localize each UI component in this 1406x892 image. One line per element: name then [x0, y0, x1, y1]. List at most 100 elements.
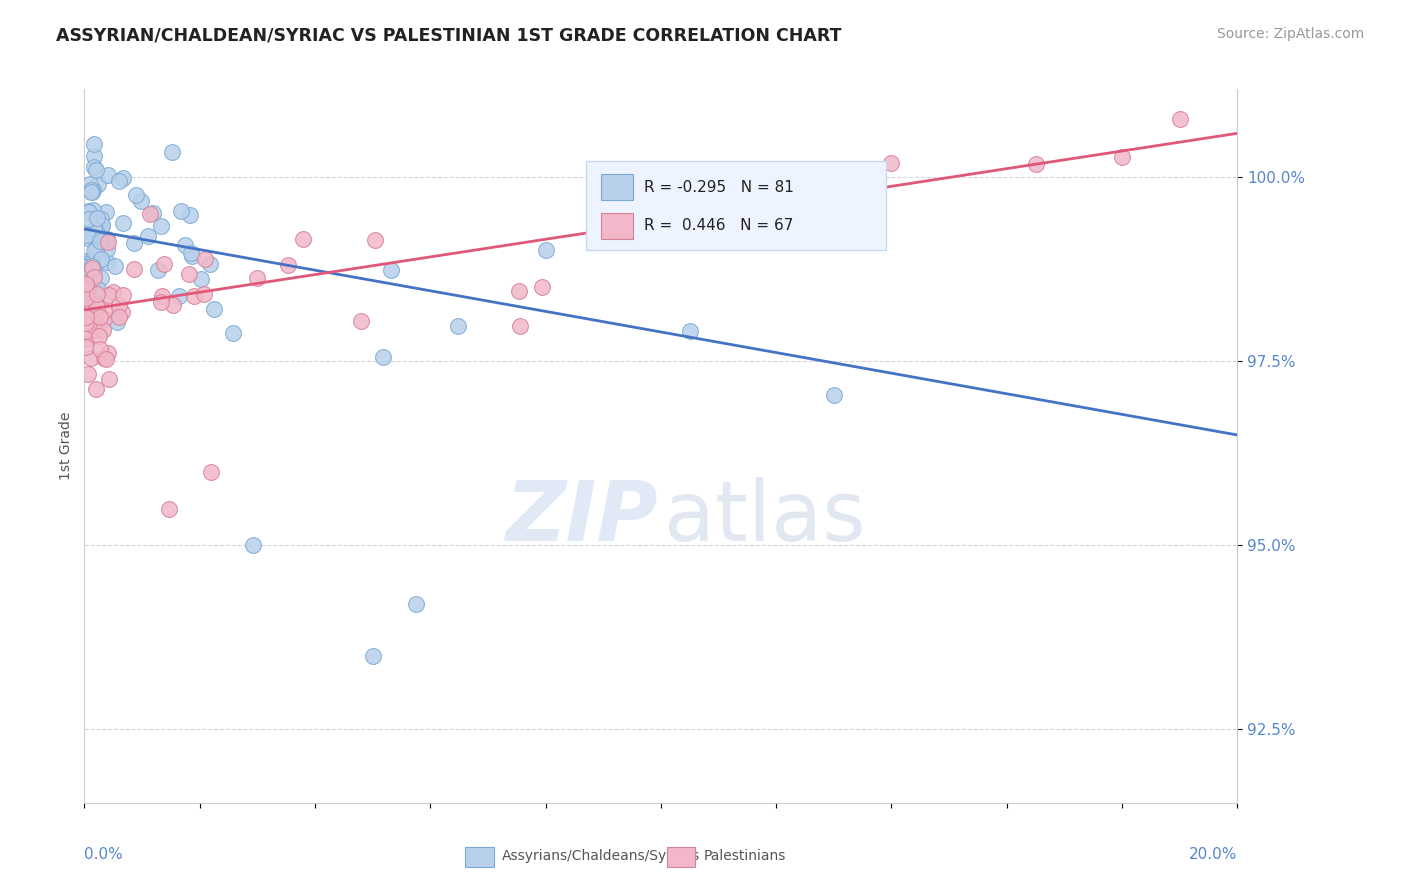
Point [79, 232, 101, 246]
Point [108, 310, 131, 325]
Point [146, 262, 169, 277]
Point [509, 318, 531, 333]
Text: Assyrians/Chaldeans/Syriacs: Assyrians/Chaldeans/Syriacs [502, 849, 700, 863]
Text: atlas: atlas [664, 477, 866, 558]
Point [193, 287, 215, 301]
Point [83, 270, 105, 285]
Point [97, 346, 120, 360]
Point [447, 319, 470, 334]
Point [84, 163, 107, 178]
Point [200, 257, 222, 271]
Point [76, 204, 98, 219]
Point [84, 298, 107, 312]
Point [75, 277, 97, 292]
Point [380, 263, 402, 277]
Point [104, 259, 127, 273]
Point [221, 326, 243, 340]
Point [149, 295, 172, 310]
Point [82, 183, 104, 197]
Text: ASSYRIAN/CHALDEAN/SYRIAC VS PALESTINIAN 1ST GRADE CORRELATION CHART: ASSYRIAN/CHALDEAN/SYRIAC VS PALESTINIAN … [56, 27, 842, 45]
Point [90, 212, 112, 227]
Point [80, 351, 103, 365]
Point [823, 388, 845, 402]
Point [246, 271, 269, 285]
Point [167, 289, 190, 303]
Point [160, 145, 183, 159]
Point [82, 260, 104, 275]
Point [880, 156, 903, 170]
Text: 0.0%: 0.0% [84, 847, 124, 862]
Point [200, 465, 222, 479]
Point [79, 211, 101, 226]
Point [75, 316, 97, 330]
Point [91, 323, 114, 337]
Point [93, 304, 115, 318]
Point [150, 219, 173, 233]
Point [75, 282, 97, 296]
Point [83, 221, 105, 235]
Point [76, 227, 98, 242]
Point [87, 178, 110, 192]
Point [96, 232, 118, 246]
Point [76, 280, 98, 294]
Point [405, 597, 427, 611]
Text: R =  0.446   N = 67: R = 0.446 N = 67 [644, 219, 793, 233]
Point [83, 266, 105, 280]
Point [80, 226, 103, 240]
Bar [666, 847, 696, 867]
Y-axis label: 1st Grade: 1st Grade [59, 412, 73, 480]
Point [80, 303, 103, 318]
Point [79, 177, 101, 191]
Point [80, 183, 103, 197]
Point [76, 367, 98, 381]
Point [111, 216, 134, 230]
Point [86, 224, 108, 238]
Point [90, 252, 112, 266]
Point [83, 136, 105, 151]
Point [80, 259, 103, 273]
Point [93, 233, 115, 247]
Point [183, 289, 205, 303]
Point [150, 289, 173, 303]
Point [350, 314, 373, 328]
Point [124, 188, 146, 202]
Point [111, 305, 134, 319]
Point [83, 149, 105, 163]
Point [136, 229, 159, 244]
Point [83, 160, 105, 174]
Point [679, 324, 702, 338]
Point [1168, 112, 1191, 126]
Point [80, 256, 103, 270]
Point [83, 263, 105, 277]
Point [75, 301, 97, 316]
Point [202, 302, 225, 317]
Point [170, 204, 193, 219]
Point [96, 168, 118, 182]
Point [75, 291, 97, 305]
Point [80, 186, 103, 200]
Point [174, 237, 197, 252]
Point [364, 233, 387, 247]
Point [97, 372, 120, 386]
Point [96, 204, 118, 219]
FancyBboxPatch shape [586, 161, 886, 250]
Point [86, 247, 108, 261]
Point [75, 254, 97, 268]
Point [84, 382, 107, 396]
Bar [465, 847, 494, 867]
Point [82, 186, 104, 200]
Point [86, 286, 108, 301]
Point [371, 350, 394, 364]
Point [76, 256, 98, 270]
Point [84, 322, 107, 336]
Point [86, 282, 108, 296]
Point [108, 298, 131, 312]
Point [1025, 157, 1047, 171]
Point [75, 332, 97, 346]
Point [77, 205, 100, 219]
Point [90, 270, 112, 285]
Point [75, 310, 97, 324]
Point [242, 538, 264, 552]
Point [82, 202, 104, 217]
Point [89, 310, 111, 324]
